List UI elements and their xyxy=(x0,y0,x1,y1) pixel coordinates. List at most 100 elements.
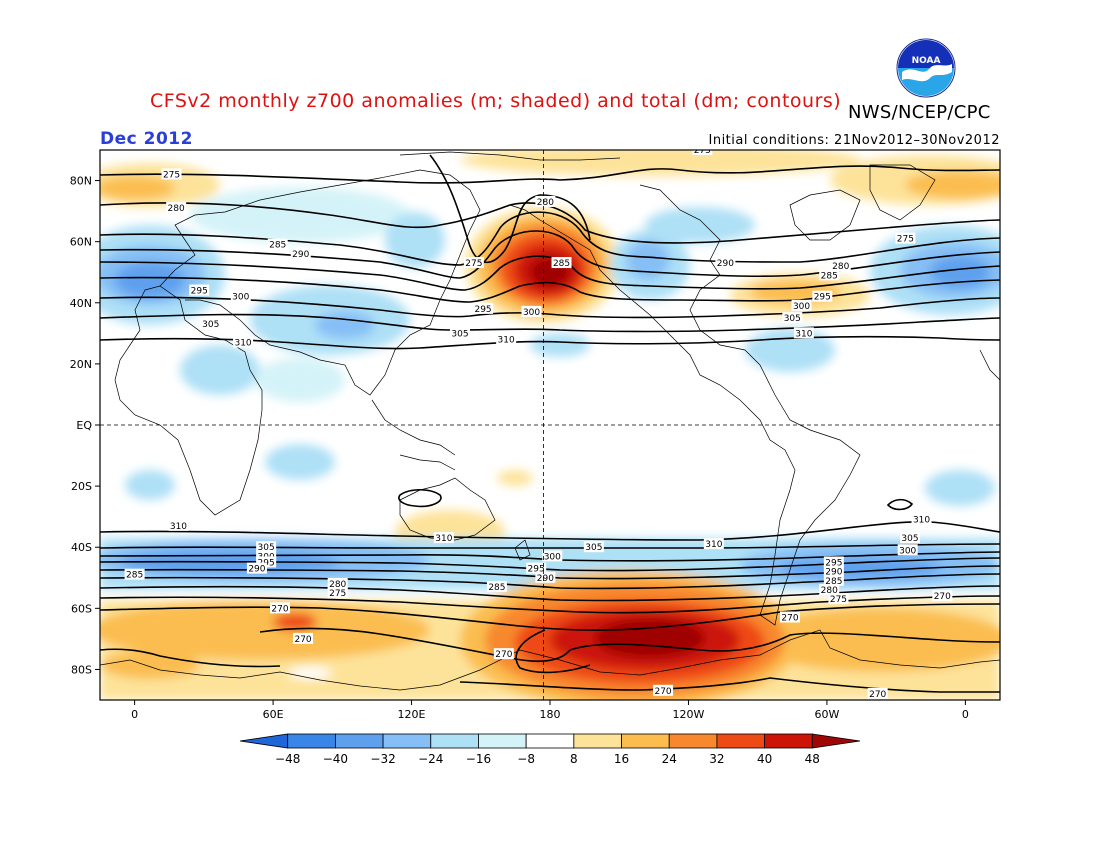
svg-text:275: 275 xyxy=(830,595,847,605)
colorbar-tick-label: −24 xyxy=(418,752,443,766)
contour-label: 295 xyxy=(823,556,844,569)
contour-label: 270 xyxy=(867,687,888,700)
svg-text:295: 295 xyxy=(191,287,208,297)
agency-label: NWS/NCEP/CPC xyxy=(848,102,991,123)
lon-tick-label: 0 xyxy=(131,708,138,721)
svg-text:305: 305 xyxy=(202,320,219,330)
contour-label: 270 xyxy=(932,590,953,602)
svg-text:270: 270 xyxy=(495,650,512,660)
contour-label: 305 xyxy=(583,541,604,553)
lon-tick-label: 0 xyxy=(962,708,969,721)
svg-text:280: 280 xyxy=(329,580,346,590)
contour-label: 280 xyxy=(327,577,348,590)
colorbar-tick-label: 32 xyxy=(709,752,724,766)
lat-tick-label: 20S xyxy=(71,480,92,493)
svg-text:300: 300 xyxy=(544,552,561,562)
svg-text:270: 270 xyxy=(654,687,671,697)
svg-text:310: 310 xyxy=(913,516,930,526)
svg-text:305: 305 xyxy=(258,543,275,553)
contour-label: 285 xyxy=(551,257,572,269)
contour-label: 280 xyxy=(535,195,556,208)
lat-tick-label: 20N xyxy=(70,358,92,371)
svg-text:310: 310 xyxy=(705,540,722,550)
svg-text:275: 275 xyxy=(897,235,914,245)
svg-text:275: 275 xyxy=(465,259,482,269)
lat-tick-label: 40N xyxy=(70,297,92,310)
contour-label: 305 xyxy=(256,541,277,553)
colorbar-segment xyxy=(668,733,718,749)
svg-text:305: 305 xyxy=(784,314,801,324)
svg-text:280: 280 xyxy=(537,198,554,208)
month-label: Dec 2012 xyxy=(100,129,193,149)
svg-text:280: 280 xyxy=(821,586,838,596)
contour-label: 300 xyxy=(542,550,563,562)
colorbar-segment xyxy=(239,733,289,749)
contour-label: 275 xyxy=(463,257,484,269)
contour-label: 295 xyxy=(526,562,547,575)
contour-label: 280 xyxy=(830,260,851,272)
svg-text:300: 300 xyxy=(793,302,810,312)
contour-label: 290 xyxy=(823,565,844,578)
lat-tick-label: 60S xyxy=(71,602,92,615)
reference-lines xyxy=(100,150,1000,700)
colorbar-segment xyxy=(764,733,813,749)
svg-text:290: 290 xyxy=(825,568,842,578)
lon-tick-label: 60E xyxy=(263,708,284,721)
contour-label: 310 xyxy=(233,336,254,349)
svg-text:275: 275 xyxy=(329,589,346,599)
svg-text:270: 270 xyxy=(781,614,798,624)
contour-label: 300 xyxy=(897,544,918,556)
svg-text:275: 275 xyxy=(163,170,180,180)
svg-text:300: 300 xyxy=(523,308,540,318)
svg-text:310: 310 xyxy=(170,522,187,532)
contour-label: 305 xyxy=(900,532,920,544)
initial-conditions-label: Initial conditions: 21Nov2012–30Nov2012 xyxy=(708,133,1000,148)
svg-text:285: 285 xyxy=(126,571,143,581)
contour-label: 300 xyxy=(521,305,542,318)
svg-text:300: 300 xyxy=(899,546,916,556)
contour-label: 310 xyxy=(433,532,454,544)
contour-label: 270 xyxy=(780,611,800,624)
contour-label: 300 xyxy=(791,299,812,312)
svg-text:280: 280 xyxy=(168,204,185,214)
svg-text:285: 285 xyxy=(821,271,838,281)
axis-ticks: 80N 60N 40N 20N EQ 20S 40S 60S 80S 0 60E 120E 180 120… xyxy=(70,175,969,721)
svg-text:310: 310 xyxy=(795,329,812,339)
contour-label: 305 xyxy=(782,312,803,324)
svg-text:290: 290 xyxy=(717,259,734,269)
contour-label: 270 xyxy=(493,648,514,660)
svg-text:295: 295 xyxy=(528,565,545,575)
colorbar-segment xyxy=(811,733,861,749)
lon-tick-label: 120W xyxy=(673,708,705,721)
contour-label: 310 xyxy=(496,333,517,345)
svg-text:305: 305 xyxy=(451,329,468,339)
svg-text:290: 290 xyxy=(292,250,309,260)
svg-text:270: 270 xyxy=(271,604,288,614)
contour-label: 270 xyxy=(293,632,314,645)
contour-label: 310 xyxy=(703,538,724,550)
colorbar-segment xyxy=(573,733,622,749)
contour-label: 300 xyxy=(230,290,251,303)
contour-label: 280 xyxy=(819,584,840,596)
svg-text:305: 305 xyxy=(585,543,602,553)
lon-tick-label: 120E xyxy=(398,708,426,721)
coastlines xyxy=(100,151,1000,691)
colorbar-segment xyxy=(621,733,670,749)
contour-label: 290 xyxy=(535,571,556,584)
anomaly-shading xyxy=(100,150,1000,700)
contour-label: 285 xyxy=(819,269,840,281)
colorbar-tick-label: −48 xyxy=(275,752,300,766)
contour-label: 295 xyxy=(812,290,833,303)
lat-tick-label: 80S xyxy=(71,663,92,676)
colorbar-tick-label: 8 xyxy=(570,752,578,766)
contour-label: 275 xyxy=(895,232,916,245)
svg-text:285: 285 xyxy=(488,583,505,593)
contour-label: 290 xyxy=(290,247,311,260)
colorbar-segment xyxy=(430,733,479,749)
contour-label: 275 xyxy=(692,150,713,156)
svg-text:310: 310 xyxy=(498,335,515,345)
svg-text:305: 305 xyxy=(901,534,918,544)
map-title: CFSv2 monthly z700 anomalies (m; shaded)… xyxy=(150,90,842,112)
lat-tick-label: 80N xyxy=(70,175,92,188)
